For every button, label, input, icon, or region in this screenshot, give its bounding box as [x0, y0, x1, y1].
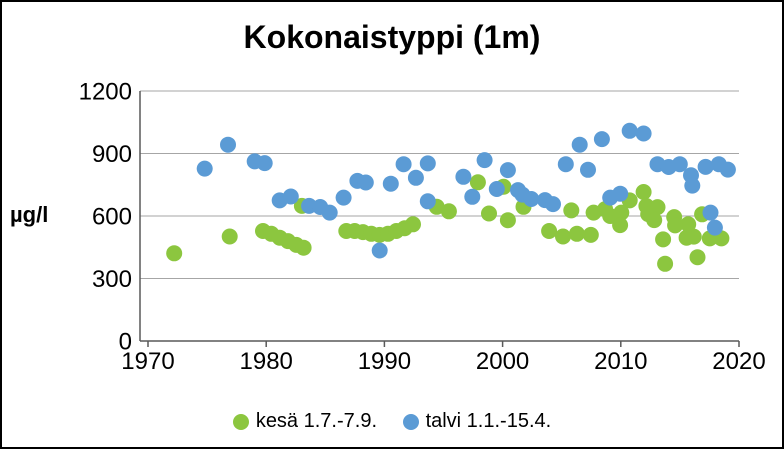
svg-text:600: 600: [92, 204, 132, 231]
svg-text:900: 900: [92, 141, 132, 168]
svg-text:300: 300: [92, 266, 132, 293]
svg-text:1970: 1970: [121, 348, 174, 375]
svg-text:1200: 1200: [79, 79, 132, 106]
svg-text:1990: 1990: [358, 348, 411, 375]
svg-text:1980: 1980: [240, 348, 293, 375]
svg-text:2020: 2020: [712, 348, 765, 375]
svg-text:2010: 2010: [594, 348, 647, 375]
svg-text:2000: 2000: [476, 348, 529, 375]
